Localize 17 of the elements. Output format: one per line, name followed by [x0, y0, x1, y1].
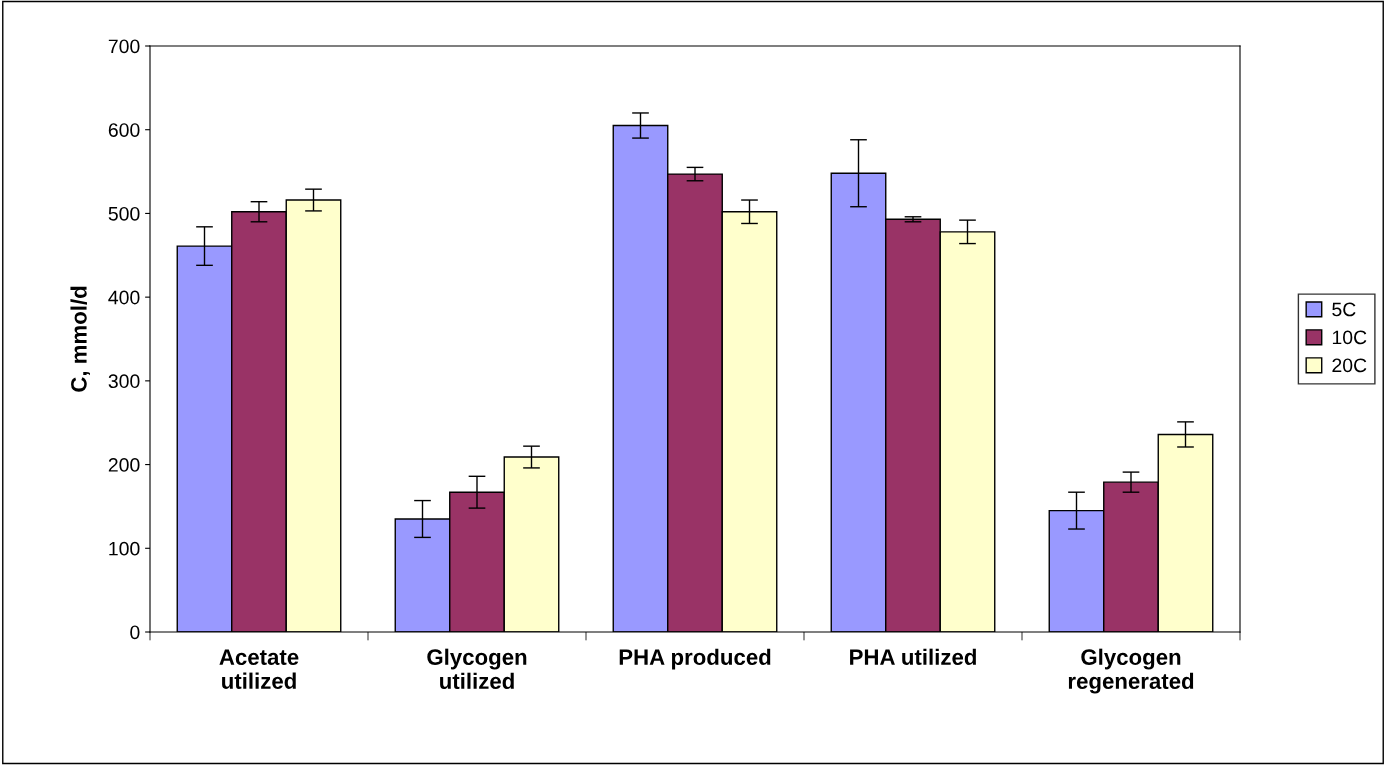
x-tick-label: PHA produced	[619, 648, 771, 670]
x-tick-label: Glycogen utilized	[427, 648, 527, 690]
legend-label: 5C	[1332, 302, 1356, 317]
legend-label: 20C	[1332, 358, 1367, 373]
y-tick-label: 500	[108, 206, 140, 221]
y-tick-label: 100	[109, 541, 140, 556]
y-tick-label: 400	[108, 290, 140, 305]
y-tick-label: 200	[108, 458, 140, 472]
y-tick-label: 700	[108, 39, 140, 54]
y-tick-label: 300	[108, 374, 140, 389]
legend-label: 10C	[1332, 330, 1367, 345]
y-tick-label: 600	[108, 123, 140, 137]
y-axis-title: C, mmol/d	[70, 286, 90, 392]
x-tick-label: Glycogen regenerated	[1068, 648, 1194, 694]
x-tick-label: PHA utilized	[850, 648, 976, 665]
y-tick-label: 0	[130, 625, 140, 640]
x-tick-label: Acetate utilized	[219, 649, 299, 689]
